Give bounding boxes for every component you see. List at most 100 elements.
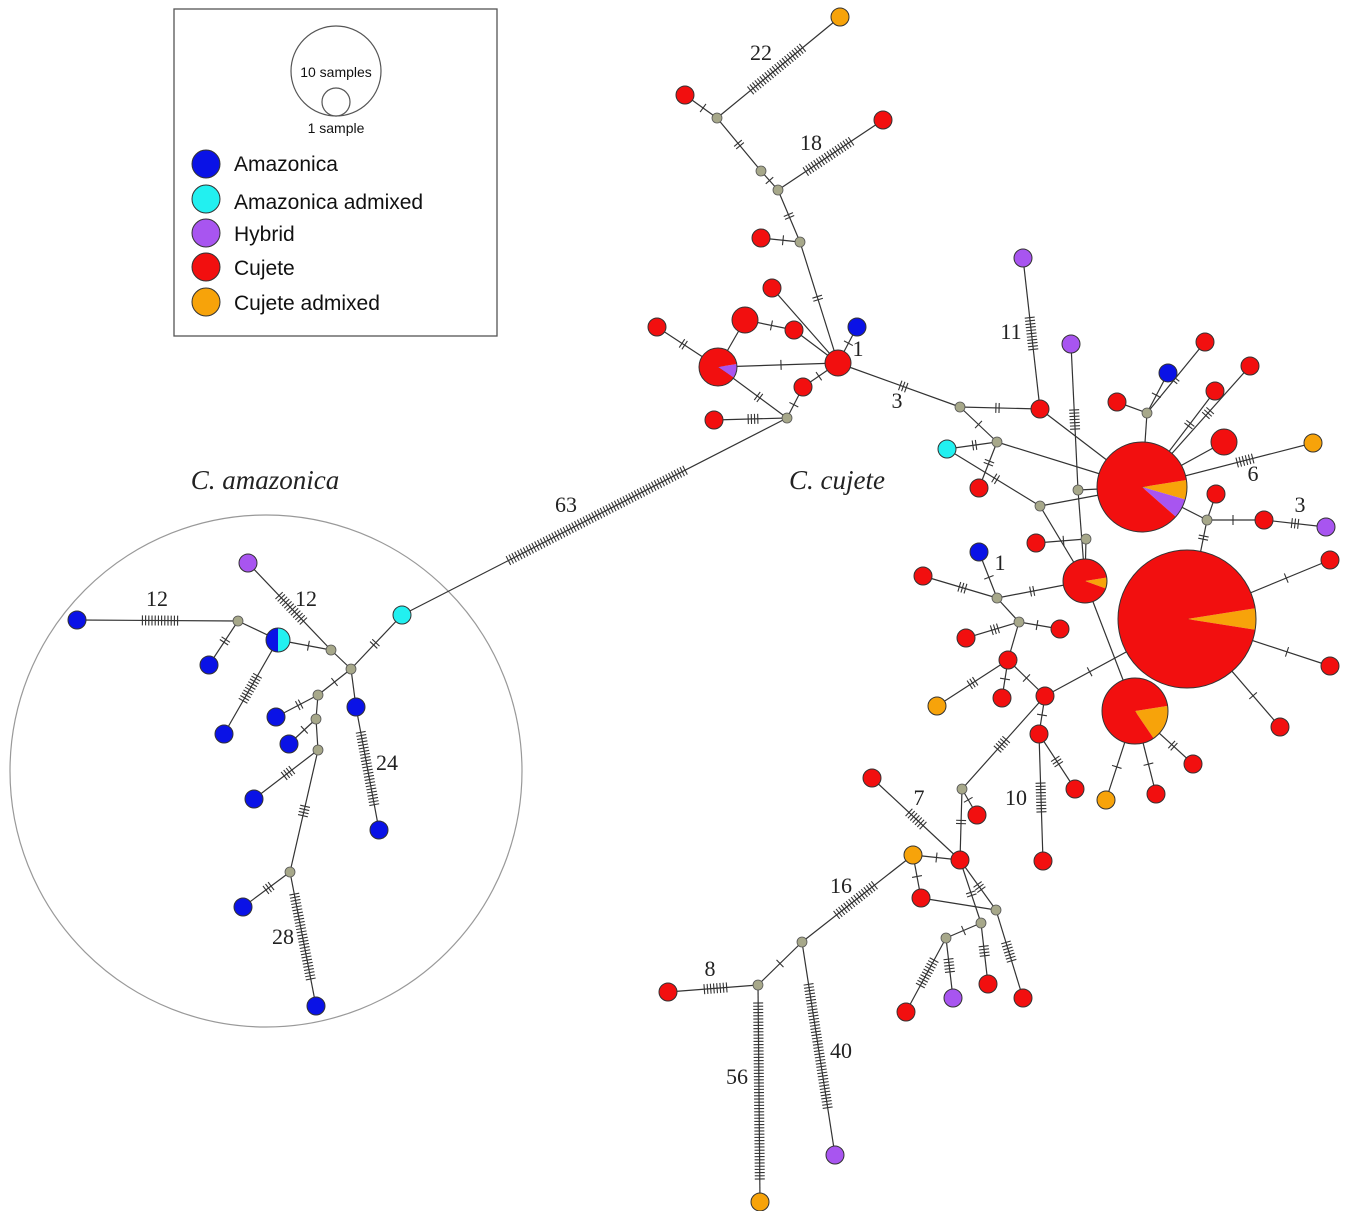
mutation-tick (296, 930, 307, 934)
mutation-tick (365, 784, 376, 788)
network-edge (289, 749, 319, 873)
mutation-tick (588, 513, 594, 523)
mutation-tick (805, 995, 816, 999)
median-vector-node (954, 401, 966, 413)
mutation-count-label: 11 (1000, 319, 1021, 344)
mutation-tick (522, 547, 529, 557)
median-vector-node (956, 783, 968, 795)
mutation-tick (909, 812, 918, 821)
mutation-tick (219, 639, 229, 646)
mutation-tick (843, 340, 854, 347)
haplotype-pie-node (265, 627, 291, 653)
mutation-tick (300, 725, 309, 734)
pie-slice (718, 364, 737, 378)
haplotype-node (1026, 533, 1046, 553)
mutation-tick (1198, 537, 1209, 541)
mutation-tick (807, 1011, 818, 1015)
mutation-tick (599, 507, 606, 518)
mutation-tick (292, 908, 303, 912)
mutation-tick (576, 519, 583, 529)
mutation-tick (845, 900, 853, 910)
mutation-count-label: 12 (146, 586, 168, 611)
mutation-tick (283, 769, 291, 779)
mutation-tick (924, 965, 935, 972)
median-vector-node (1201, 514, 1213, 526)
haplotype-node (1035, 686, 1055, 706)
mutation-tick (1062, 535, 1065, 546)
pie-slice (1062, 559, 1107, 604)
mutation-tick (1032, 585, 1036, 596)
mutation-tick (514, 551, 520, 561)
median-vector-node (1141, 407, 1153, 419)
mutation-tick (814, 1055, 825, 1059)
haplotype-node (1320, 656, 1340, 676)
mutation-tick (238, 697, 248, 704)
haplotype-node (1029, 724, 1049, 744)
mutation-tick (789, 401, 799, 408)
network-edge (777, 189, 801, 243)
pie-slice (1085, 577, 1107, 589)
mutation-tick (979, 954, 990, 957)
mutation-tick (997, 740, 1006, 749)
mutation-tick (813, 159, 820, 169)
mutation-count-label: 3 (892, 388, 903, 413)
mutation-tick (363, 774, 374, 778)
mutation-tick (371, 638, 380, 647)
haplotype-node (978, 974, 998, 994)
mutation-tick (761, 74, 770, 83)
mutation-count-label: 16 (830, 873, 852, 898)
haplotype-node (873, 110, 893, 130)
median-vector-node (312, 744, 324, 756)
pie-slice (1135, 705, 1169, 739)
mutation-tick (901, 381, 906, 392)
haplotype-node (903, 845, 923, 865)
mutation-tick (1001, 943, 1012, 948)
mutation-tick (808, 1014, 819, 1018)
mutation-tick (285, 767, 293, 777)
haplotype-node (238, 553, 258, 573)
mutation-tick (816, 1068, 827, 1072)
mutation-tick (221, 636, 231, 643)
mutation-tick (508, 554, 515, 564)
haplotype-pie-node (1117, 549, 1257, 689)
mutation-tick (362, 765, 373, 769)
mutation-tick (759, 76, 767, 85)
mutation-tick (1026, 332, 1037, 335)
mutation-tick (991, 473, 998, 483)
haplotype-node (1065, 779, 1085, 799)
haplotype-node (762, 278, 782, 298)
haplotype-node (1013, 248, 1033, 268)
mutation-tick (809, 1021, 820, 1024)
mutation-tick (244, 686, 255, 693)
mutation-tick (295, 927, 307, 931)
mutation-tick (369, 641, 378, 649)
mutation-tick (362, 768, 373, 772)
mutation-tick (960, 582, 965, 593)
mutation-tick (574, 520, 580, 531)
mutation-tick (1151, 392, 1162, 399)
mutation-tick (559, 528, 566, 538)
mutation-tick (753, 391, 761, 401)
mutation-tick (810, 1030, 821, 1034)
haplotype-node (1061, 334, 1081, 354)
mutation-tick (905, 808, 913, 817)
mutation-tick (613, 500, 620, 510)
haplotype-pie-node (698, 347, 738, 387)
haplotype-node (199, 655, 219, 675)
mutation-tick (806, 1005, 818, 1008)
mutation-tick (784, 55, 792, 65)
mutation-tick (511, 552, 517, 563)
mutation-tick (366, 790, 377, 794)
haplotype-node (969, 478, 989, 498)
haplotype-node (244, 789, 264, 809)
pie-slice (1142, 487, 1186, 517)
mutation-tick (837, 143, 844, 153)
pie-slice (1187, 608, 1256, 630)
pie-slice (266, 628, 278, 652)
mutation-tick (565, 525, 572, 535)
amazonica-cluster-outline (9, 514, 523, 1028)
network-edge (716, 16, 841, 119)
median-vector-node (310, 713, 322, 725)
median-vector-node (1072, 484, 1084, 496)
haplotype-node (1107, 392, 1127, 412)
